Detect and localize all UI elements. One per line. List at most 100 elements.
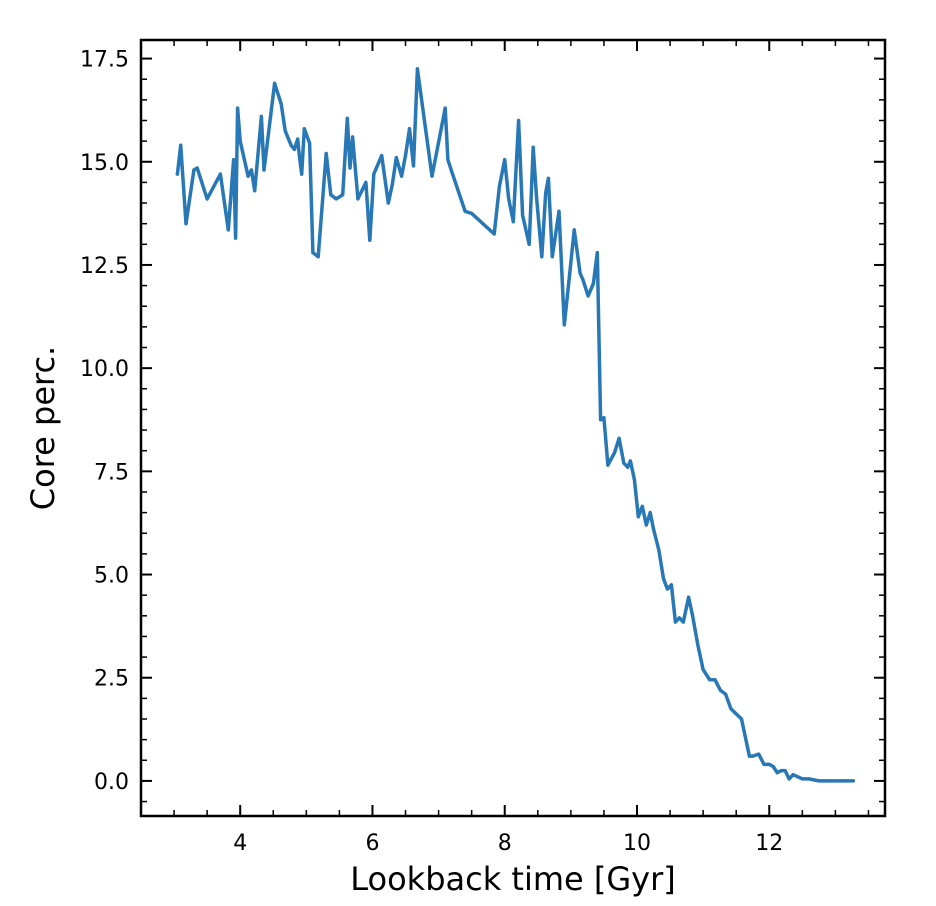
data-point (557, 209, 561, 213)
data-point (372, 172, 376, 176)
data-point (273, 81, 277, 85)
data-point (289, 143, 293, 147)
plot-frame (139, 38, 887, 818)
y-tick-label: 2.5 (94, 667, 129, 692)
data-point (226, 228, 230, 232)
y-tick-label: 5.0 (94, 564, 129, 589)
y-tick-label: 0.0 (94, 770, 129, 795)
data-point (246, 174, 250, 178)
data-point (380, 154, 384, 158)
data-point (368, 238, 372, 242)
data-point (677, 616, 681, 620)
data-point (708, 678, 712, 682)
data-point (253, 189, 257, 193)
data-point (807, 777, 811, 781)
data-point (390, 182, 394, 187)
data-point (296, 137, 300, 141)
data-point (297, 151, 301, 156)
data-point (492, 232, 496, 236)
data-point (665, 587, 670, 591)
data-point (386, 201, 390, 205)
data-point (661, 577, 666, 581)
data-point (673, 620, 678, 624)
data-point (279, 102, 283, 106)
data-point (581, 277, 585, 281)
data-point (851, 779, 855, 783)
data-point (316, 255, 320, 259)
data-point (771, 764, 775, 769)
data-point (687, 595, 691, 599)
data-point (283, 129, 287, 133)
data-point (617, 436, 621, 440)
data-point (612, 451, 617, 455)
data-point (586, 294, 590, 298)
data-point (718, 688, 722, 692)
data-point (531, 145, 535, 149)
data-point (636, 515, 640, 519)
data-point (449, 168, 453, 172)
data-point (443, 106, 447, 110)
data-point (334, 197, 338, 201)
data-point (747, 754, 752, 758)
data-point (767, 762, 771, 767)
data-point (341, 193, 345, 197)
data-point (205, 197, 209, 201)
x-tick-label: 4 (233, 831, 247, 856)
data-point (348, 166, 352, 170)
data-point (262, 168, 266, 172)
data-point (311, 251, 315, 255)
data-point (840, 779, 844, 783)
x-tick-label: 6 (365, 831, 379, 856)
data-point (403, 154, 408, 158)
data-point (562, 323, 566, 327)
x-tick-label: 10 (623, 831, 651, 856)
y-tick-label: 12.5 (80, 254, 129, 279)
data-point (463, 209, 467, 213)
data-point (232, 158, 236, 162)
data-point (595, 251, 599, 255)
data-point (184, 222, 188, 226)
data-point (259, 114, 263, 118)
data-point (762, 762, 766, 767)
y-tick-label: 10.0 (80, 357, 129, 382)
data-point (411, 164, 416, 168)
data-point (701, 667, 705, 672)
data-point (713, 678, 717, 682)
data-point (300, 172, 304, 176)
data-point (236, 106, 240, 110)
data-point (302, 127, 306, 131)
minor-ticks (141, 40, 885, 816)
data-point (751, 754, 755, 758)
data-point (415, 67, 419, 71)
data-point (757, 752, 761, 756)
data-point (626, 465, 630, 469)
data-point (550, 255, 554, 259)
data-point (606, 463, 610, 467)
data-point (739, 717, 744, 721)
data-point (238, 139, 242, 143)
data-point (729, 707, 733, 711)
data-point (534, 195, 539, 199)
data-point (817, 779, 821, 783)
data-point (599, 418, 603, 422)
data-point (578, 271, 582, 275)
data-point (430, 174, 434, 178)
data-point (669, 583, 674, 587)
data-point (632, 478, 637, 482)
data-point (497, 184, 501, 189)
x-tick-labels: 4 6 8 10 12 (233, 831, 783, 856)
data-point (218, 172, 222, 176)
data-point (567, 279, 571, 284)
data-point (292, 147, 296, 151)
x-axis-label: Lookback time [Gyr] (350, 860, 676, 898)
data-point (791, 773, 795, 777)
x-tick-label: 8 (498, 831, 512, 856)
data-point (651, 527, 656, 531)
data-point (400, 174, 404, 178)
data-point (507, 197, 511, 201)
x-tick-label: 12 (755, 831, 783, 856)
data-points (175, 67, 855, 783)
data-point (800, 777, 804, 781)
data-point (644, 523, 648, 527)
